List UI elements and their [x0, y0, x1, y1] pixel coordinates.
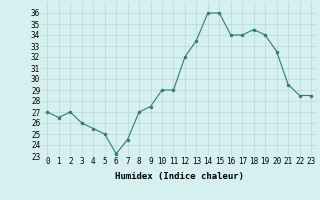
X-axis label: Humidex (Indice chaleur): Humidex (Indice chaleur): [115, 172, 244, 181]
